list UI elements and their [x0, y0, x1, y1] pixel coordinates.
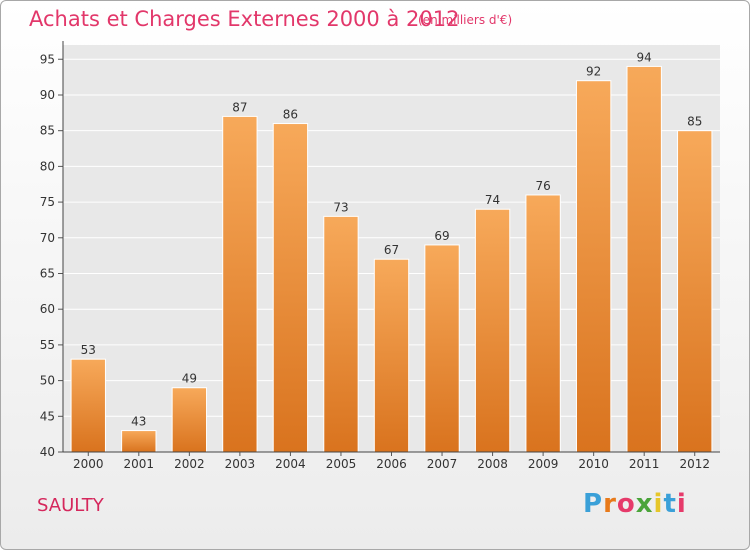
y-tick-label: 55	[40, 338, 55, 352]
x-tick-label: 2011	[629, 457, 660, 471]
bar	[424, 244, 460, 453]
bar	[626, 65, 662, 453]
bar	[171, 387, 208, 453]
bar	[70, 358, 106, 453]
x-tick-label: 2007	[427, 457, 458, 471]
bar-value-label: 67	[384, 243, 399, 257]
logo-letter: i	[676, 489, 687, 519]
bar	[474, 208, 511, 453]
logo-letter: t	[663, 489, 677, 519]
bar	[222, 115, 258, 453]
bar-value-label: 43	[131, 415, 146, 429]
y-tick-label: 65	[40, 266, 55, 280]
logo-letter: x	[635, 489, 654, 519]
bar	[575, 80, 612, 453]
bar-value-label: 94	[637, 50, 652, 64]
y-tick-label: 80	[40, 159, 55, 173]
bars: 53 43 49 87 86 73 67 69 74 76 92 94 85	[70, 50, 713, 453]
y-tick-label: 85	[40, 124, 55, 138]
axes: 40 45 50 55 60 65 70 75 80 85 90 95 2000 2001 2002 2003…	[40, 41, 720, 471]
bar	[373, 258, 410, 453]
y-tick-label: 60	[40, 302, 55, 316]
y-tick-label: 70	[40, 231, 55, 245]
x-tick-label: 2004	[275, 457, 306, 471]
y-tick-label: 90	[40, 88, 55, 102]
x-tick-label: 2001	[124, 457, 155, 471]
x-tick-label: 2005	[326, 457, 357, 471]
bar-value-label: 49	[182, 372, 197, 386]
logo-letter: r	[603, 489, 617, 519]
logo-letter: i	[653, 489, 664, 519]
chart-subtitle: (en milliers d'€)	[418, 13, 513, 27]
x-tick-label: 2003	[225, 457, 256, 471]
bar	[272, 123, 309, 453]
bar	[323, 215, 359, 453]
bar-value-label: 92	[586, 65, 601, 79]
bar	[677, 130, 713, 453]
x-tick-label: 2010	[578, 457, 609, 471]
bar	[121, 430, 157, 453]
logo-letter: P	[583, 489, 604, 519]
bar-value-label: 76	[535, 179, 550, 193]
bar-value-label: 73	[333, 200, 348, 214]
x-tick-label: 2002	[174, 457, 205, 471]
chart-title: Achats et Charges Externes 2000 à 2012	[29, 7, 460, 31]
x-tick-label: 2000	[73, 457, 104, 471]
bar-value-label: 85	[687, 115, 702, 129]
bar-value-label: 53	[81, 343, 96, 357]
x-tick-label: 2008	[477, 457, 508, 471]
y-tick-label: 40	[40, 445, 55, 459]
y-tick-label: 50	[40, 374, 55, 388]
x-tick-label: 2006	[376, 457, 407, 471]
x-tick-label: 2009	[528, 457, 559, 471]
bar-value-label: 87	[232, 100, 247, 114]
bar	[525, 194, 561, 453]
bar-value-label: 74	[485, 193, 500, 207]
y-tick-label: 95	[40, 52, 55, 66]
proxiti-logo: Proxiti	[583, 489, 687, 519]
x-tick-label: 2012	[679, 457, 710, 471]
bar-value-label: 86	[283, 108, 298, 122]
y-tick-label: 45	[40, 409, 55, 423]
y-tick-label: 75	[40, 195, 55, 209]
logo-letter: o	[616, 489, 636, 519]
commune-name: SAULTY	[37, 495, 104, 516]
bar-value-label: 69	[434, 229, 449, 243]
